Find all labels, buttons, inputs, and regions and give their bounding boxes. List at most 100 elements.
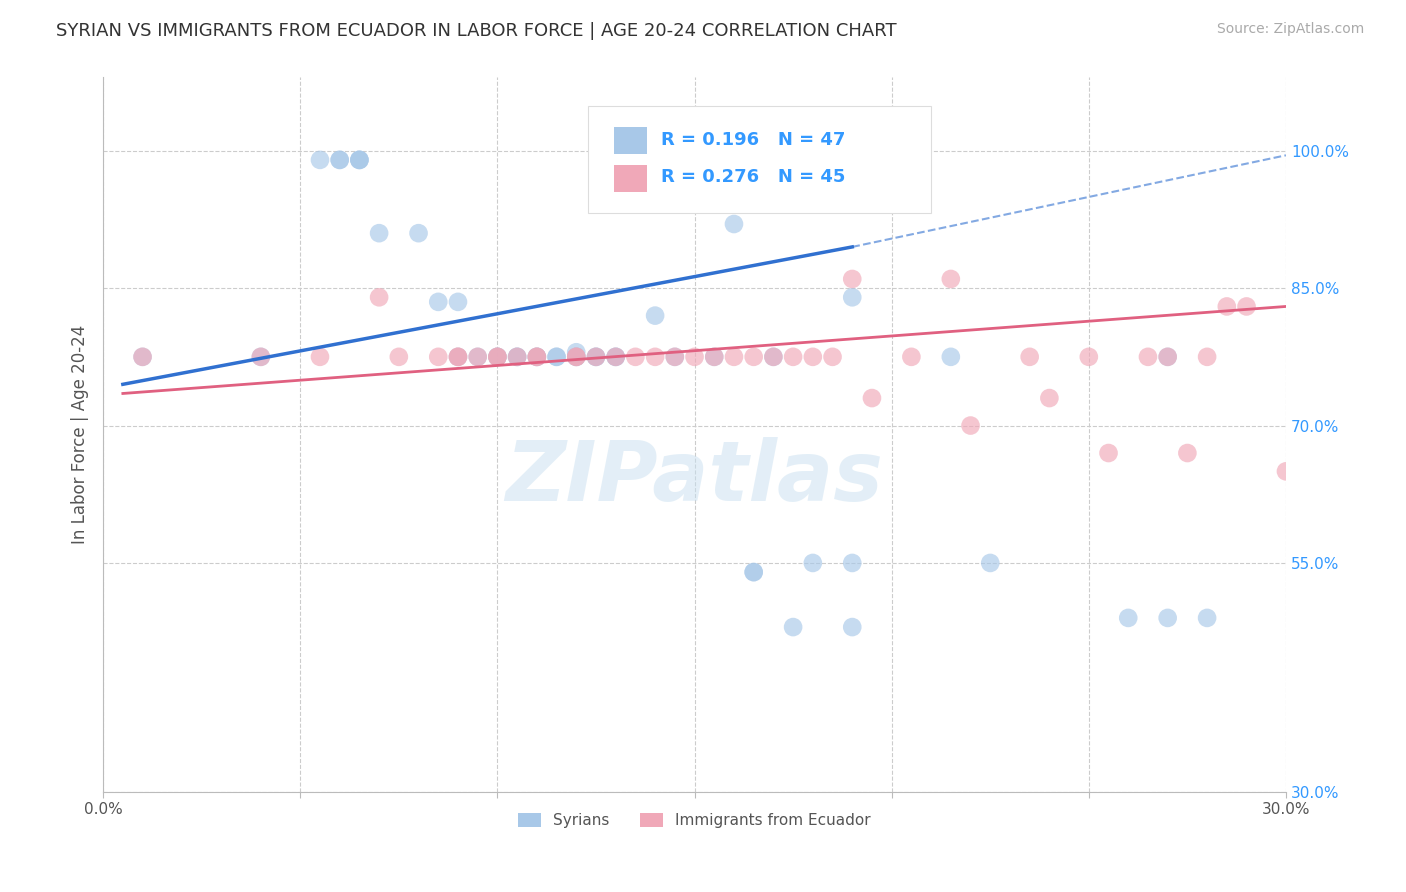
Point xyxy=(526,350,548,364)
Point xyxy=(1136,350,1159,364)
FancyBboxPatch shape xyxy=(588,106,931,213)
Point xyxy=(959,418,981,433)
Point xyxy=(585,350,607,364)
Point xyxy=(841,620,863,634)
Point xyxy=(447,350,470,364)
Point xyxy=(900,350,922,364)
Point xyxy=(408,226,430,240)
Point xyxy=(447,350,470,364)
Point xyxy=(723,350,745,364)
Point xyxy=(1275,464,1298,478)
Point xyxy=(860,391,883,405)
Point xyxy=(447,350,470,364)
Point xyxy=(467,350,489,364)
Point xyxy=(486,350,509,364)
Point xyxy=(250,350,273,364)
Point xyxy=(605,350,627,364)
Point xyxy=(821,350,844,364)
Point xyxy=(1156,350,1178,364)
FancyBboxPatch shape xyxy=(614,165,647,192)
Point xyxy=(723,217,745,231)
Point xyxy=(565,350,588,364)
Point xyxy=(388,350,411,364)
Point xyxy=(427,294,450,309)
Point xyxy=(605,350,627,364)
Point xyxy=(565,350,588,364)
Point xyxy=(546,350,568,364)
Point xyxy=(1236,300,1258,314)
Point xyxy=(506,350,529,364)
Point xyxy=(644,350,666,364)
Point xyxy=(703,350,725,364)
Point xyxy=(762,350,785,364)
Point xyxy=(624,350,647,364)
Point xyxy=(664,350,686,364)
Point xyxy=(782,350,804,364)
Point xyxy=(1038,391,1060,405)
Point xyxy=(526,350,548,364)
Point xyxy=(801,350,824,364)
Point xyxy=(585,350,607,364)
Point xyxy=(368,290,391,304)
Point xyxy=(1097,446,1119,460)
Point xyxy=(801,556,824,570)
Point xyxy=(742,565,765,579)
Point xyxy=(506,350,529,364)
Point xyxy=(467,350,489,364)
Text: ZIPatlas: ZIPatlas xyxy=(506,437,883,518)
Point xyxy=(841,272,863,286)
Point xyxy=(742,350,765,364)
Point xyxy=(1077,350,1099,364)
Point xyxy=(546,350,568,364)
Point xyxy=(309,153,332,167)
Text: R = 0.276   N = 45: R = 0.276 N = 45 xyxy=(661,169,846,186)
Point xyxy=(644,309,666,323)
Point xyxy=(1177,446,1199,460)
Point xyxy=(565,350,588,364)
Point xyxy=(526,350,548,364)
Y-axis label: In Labor Force | Age 20-24: In Labor Force | Age 20-24 xyxy=(72,325,89,544)
Point xyxy=(427,350,450,364)
Point xyxy=(1197,611,1219,625)
Point xyxy=(329,153,352,167)
Text: Source: ZipAtlas.com: Source: ZipAtlas.com xyxy=(1216,22,1364,37)
Point xyxy=(486,350,509,364)
Point xyxy=(979,556,1001,570)
FancyBboxPatch shape xyxy=(614,127,647,154)
Point xyxy=(368,226,391,240)
Point xyxy=(349,153,371,167)
Point xyxy=(1156,611,1178,625)
Point xyxy=(703,350,725,364)
Point xyxy=(939,272,962,286)
Point xyxy=(526,350,548,364)
Point xyxy=(506,350,529,364)
Point xyxy=(605,350,627,364)
Point xyxy=(1018,350,1040,364)
Text: SYRIAN VS IMMIGRANTS FROM ECUADOR IN LABOR FORCE | AGE 20-24 CORRELATION CHART: SYRIAN VS IMMIGRANTS FROM ECUADOR IN LAB… xyxy=(56,22,897,40)
Point xyxy=(585,350,607,364)
Point xyxy=(309,350,332,364)
Legend: Syrians, Immigrants from Ecuador: Syrians, Immigrants from Ecuador xyxy=(512,807,877,834)
Point xyxy=(762,350,785,364)
Point xyxy=(565,345,588,359)
Point xyxy=(939,350,962,364)
Point xyxy=(1197,350,1219,364)
Point xyxy=(349,153,371,167)
Point xyxy=(841,290,863,304)
Point xyxy=(250,350,273,364)
Point xyxy=(782,620,804,634)
Text: R = 0.196   N = 47: R = 0.196 N = 47 xyxy=(661,130,846,149)
Point xyxy=(329,153,352,167)
Point xyxy=(683,350,706,364)
Point xyxy=(349,153,371,167)
Point xyxy=(131,350,153,364)
Point xyxy=(1116,611,1139,625)
Point xyxy=(131,350,153,364)
Point xyxy=(664,350,686,364)
Point xyxy=(486,350,509,364)
Point xyxy=(565,350,588,364)
Point xyxy=(447,294,470,309)
Point xyxy=(486,350,509,364)
Point xyxy=(1216,300,1239,314)
Point xyxy=(742,565,765,579)
